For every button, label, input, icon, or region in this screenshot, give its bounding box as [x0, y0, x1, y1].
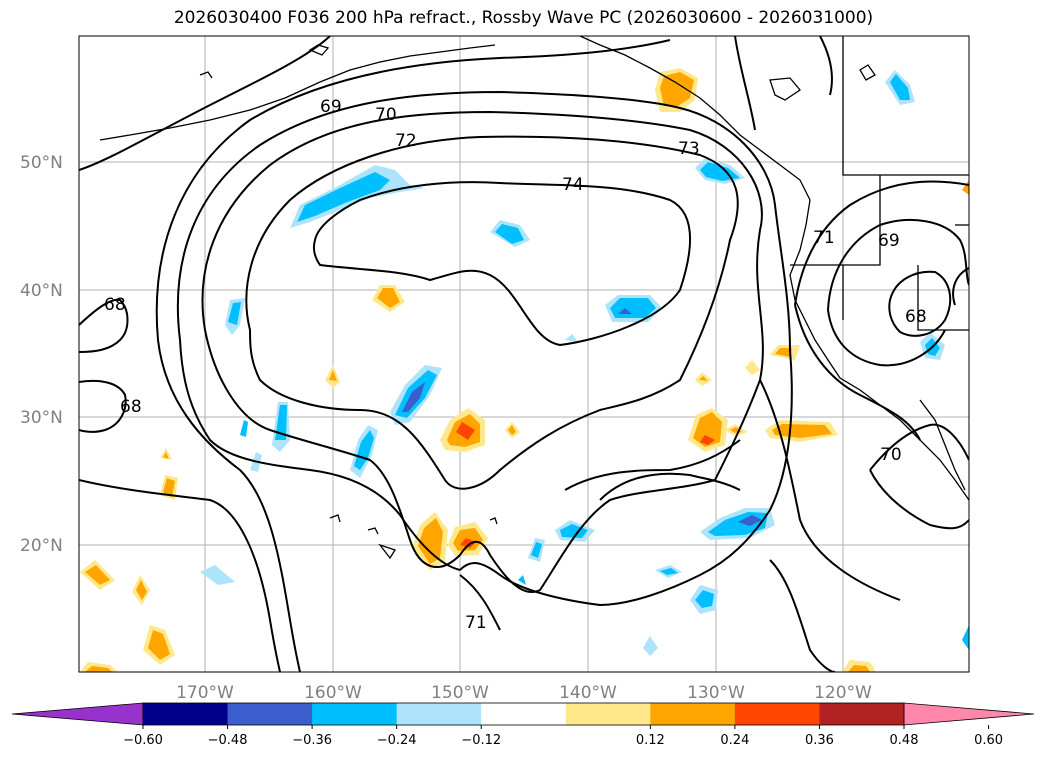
contour-label-group: 69 70 72 73 74 71 69 68 68 68 71 70	[104, 97, 927, 633]
contour-73	[245, 135, 739, 490]
contour-label: 71	[465, 613, 487, 633]
lon-label: 170°W	[176, 683, 234, 703]
longitude-labels: 170°W 160°W 150°W 140°W 130°W 120°W	[176, 683, 872, 703]
lat-label: 30°N	[20, 408, 63, 428]
colorbar-segment	[312, 703, 398, 725]
contour-70-east	[759, 379, 901, 601]
contour-69-east	[827, 219, 969, 311]
contour-label: 71	[813, 228, 835, 248]
colorbar-extend-min	[11, 702, 144, 726]
contour-label: 69	[320, 97, 342, 117]
refractivity-contours	[79, 36, 969, 672]
colorbar-tick-label: 0.12	[636, 733, 665, 748]
colorbar-tick-label: 0.24	[720, 733, 749, 748]
colorbar-segment	[650, 703, 736, 725]
lat-label: 20°N	[20, 536, 63, 556]
contour-72	[201, 110, 764, 593]
contour-label: 72	[395, 131, 417, 151]
colorbar-tick-label: −0.60	[123, 733, 163, 748]
contour-label: 69	[878, 231, 900, 251]
colorbar-segment	[227, 703, 313, 725]
colorbar-tick-label: −0.36	[292, 733, 332, 748]
lon-label: 130°W	[687, 683, 745, 703]
colorbar-extend-max	[903, 702, 1035, 726]
anomaly-fills	[80, 68, 969, 672]
colorbar-tick-label: 0.36	[805, 733, 834, 748]
lon-label: 120°W	[814, 683, 872, 703]
contour-label: 70	[375, 105, 397, 125]
lat-label: 40°N	[20, 281, 63, 301]
colorbar-frame	[142, 702, 905, 726]
contour-label: 68	[905, 307, 927, 327]
contour-label: 74	[562, 175, 584, 195]
latitude-labels: 50°N 40°N 30°N 20°N	[20, 153, 63, 556]
colorbar-tick-label: −0.12	[461, 733, 501, 748]
gridlines	[79, 36, 969, 672]
contour-label: 68	[120, 397, 142, 417]
colorbar-tick-label: 0.48	[890, 733, 919, 748]
colorbar-tick-label: −0.48	[208, 733, 248, 748]
colorbar-segment	[396, 703, 482, 725]
colorbar-segment	[481, 703, 567, 725]
contour-68-west	[79, 298, 129, 353]
map-frame	[78, 35, 970, 673]
coastlines	[99, 36, 969, 560]
contour-71-east	[794, 180, 969, 306]
colorbar-segment	[565, 703, 651, 725]
colorbar-segment	[734, 703, 820, 725]
lon-label: 140°W	[559, 683, 617, 703]
lon-label: 150°W	[431, 683, 489, 703]
contour-74	[312, 181, 691, 347]
colorbar-tick-label: −0.24	[377, 733, 417, 748]
map-area	[79, 36, 969, 672]
contour-label: 68	[104, 295, 126, 315]
contour-label: 70	[880, 445, 902, 465]
contour-69	[79, 36, 331, 171]
colorbar-tick-label: 0.60	[974, 733, 1003, 748]
colorbar: −0.60 −0.48 −0.36 −0.24 −0.12 0.12 0.24 0.36 0.4…	[11, 702, 1035, 748]
contour-71	[176, 90, 793, 607]
contour-70	[155, 39, 671, 341]
colorbar-segment	[143, 703, 229, 725]
map-title: 2026030400 F036 200 hPa refract., Rossby…	[173, 8, 874, 28]
lat-label: 50°N	[20, 153, 63, 173]
contour-68-east	[888, 270, 952, 337]
colorbar-segment	[819, 703, 905, 725]
lon-label: 160°W	[304, 683, 362, 703]
contour-label: 73	[678, 139, 700, 159]
